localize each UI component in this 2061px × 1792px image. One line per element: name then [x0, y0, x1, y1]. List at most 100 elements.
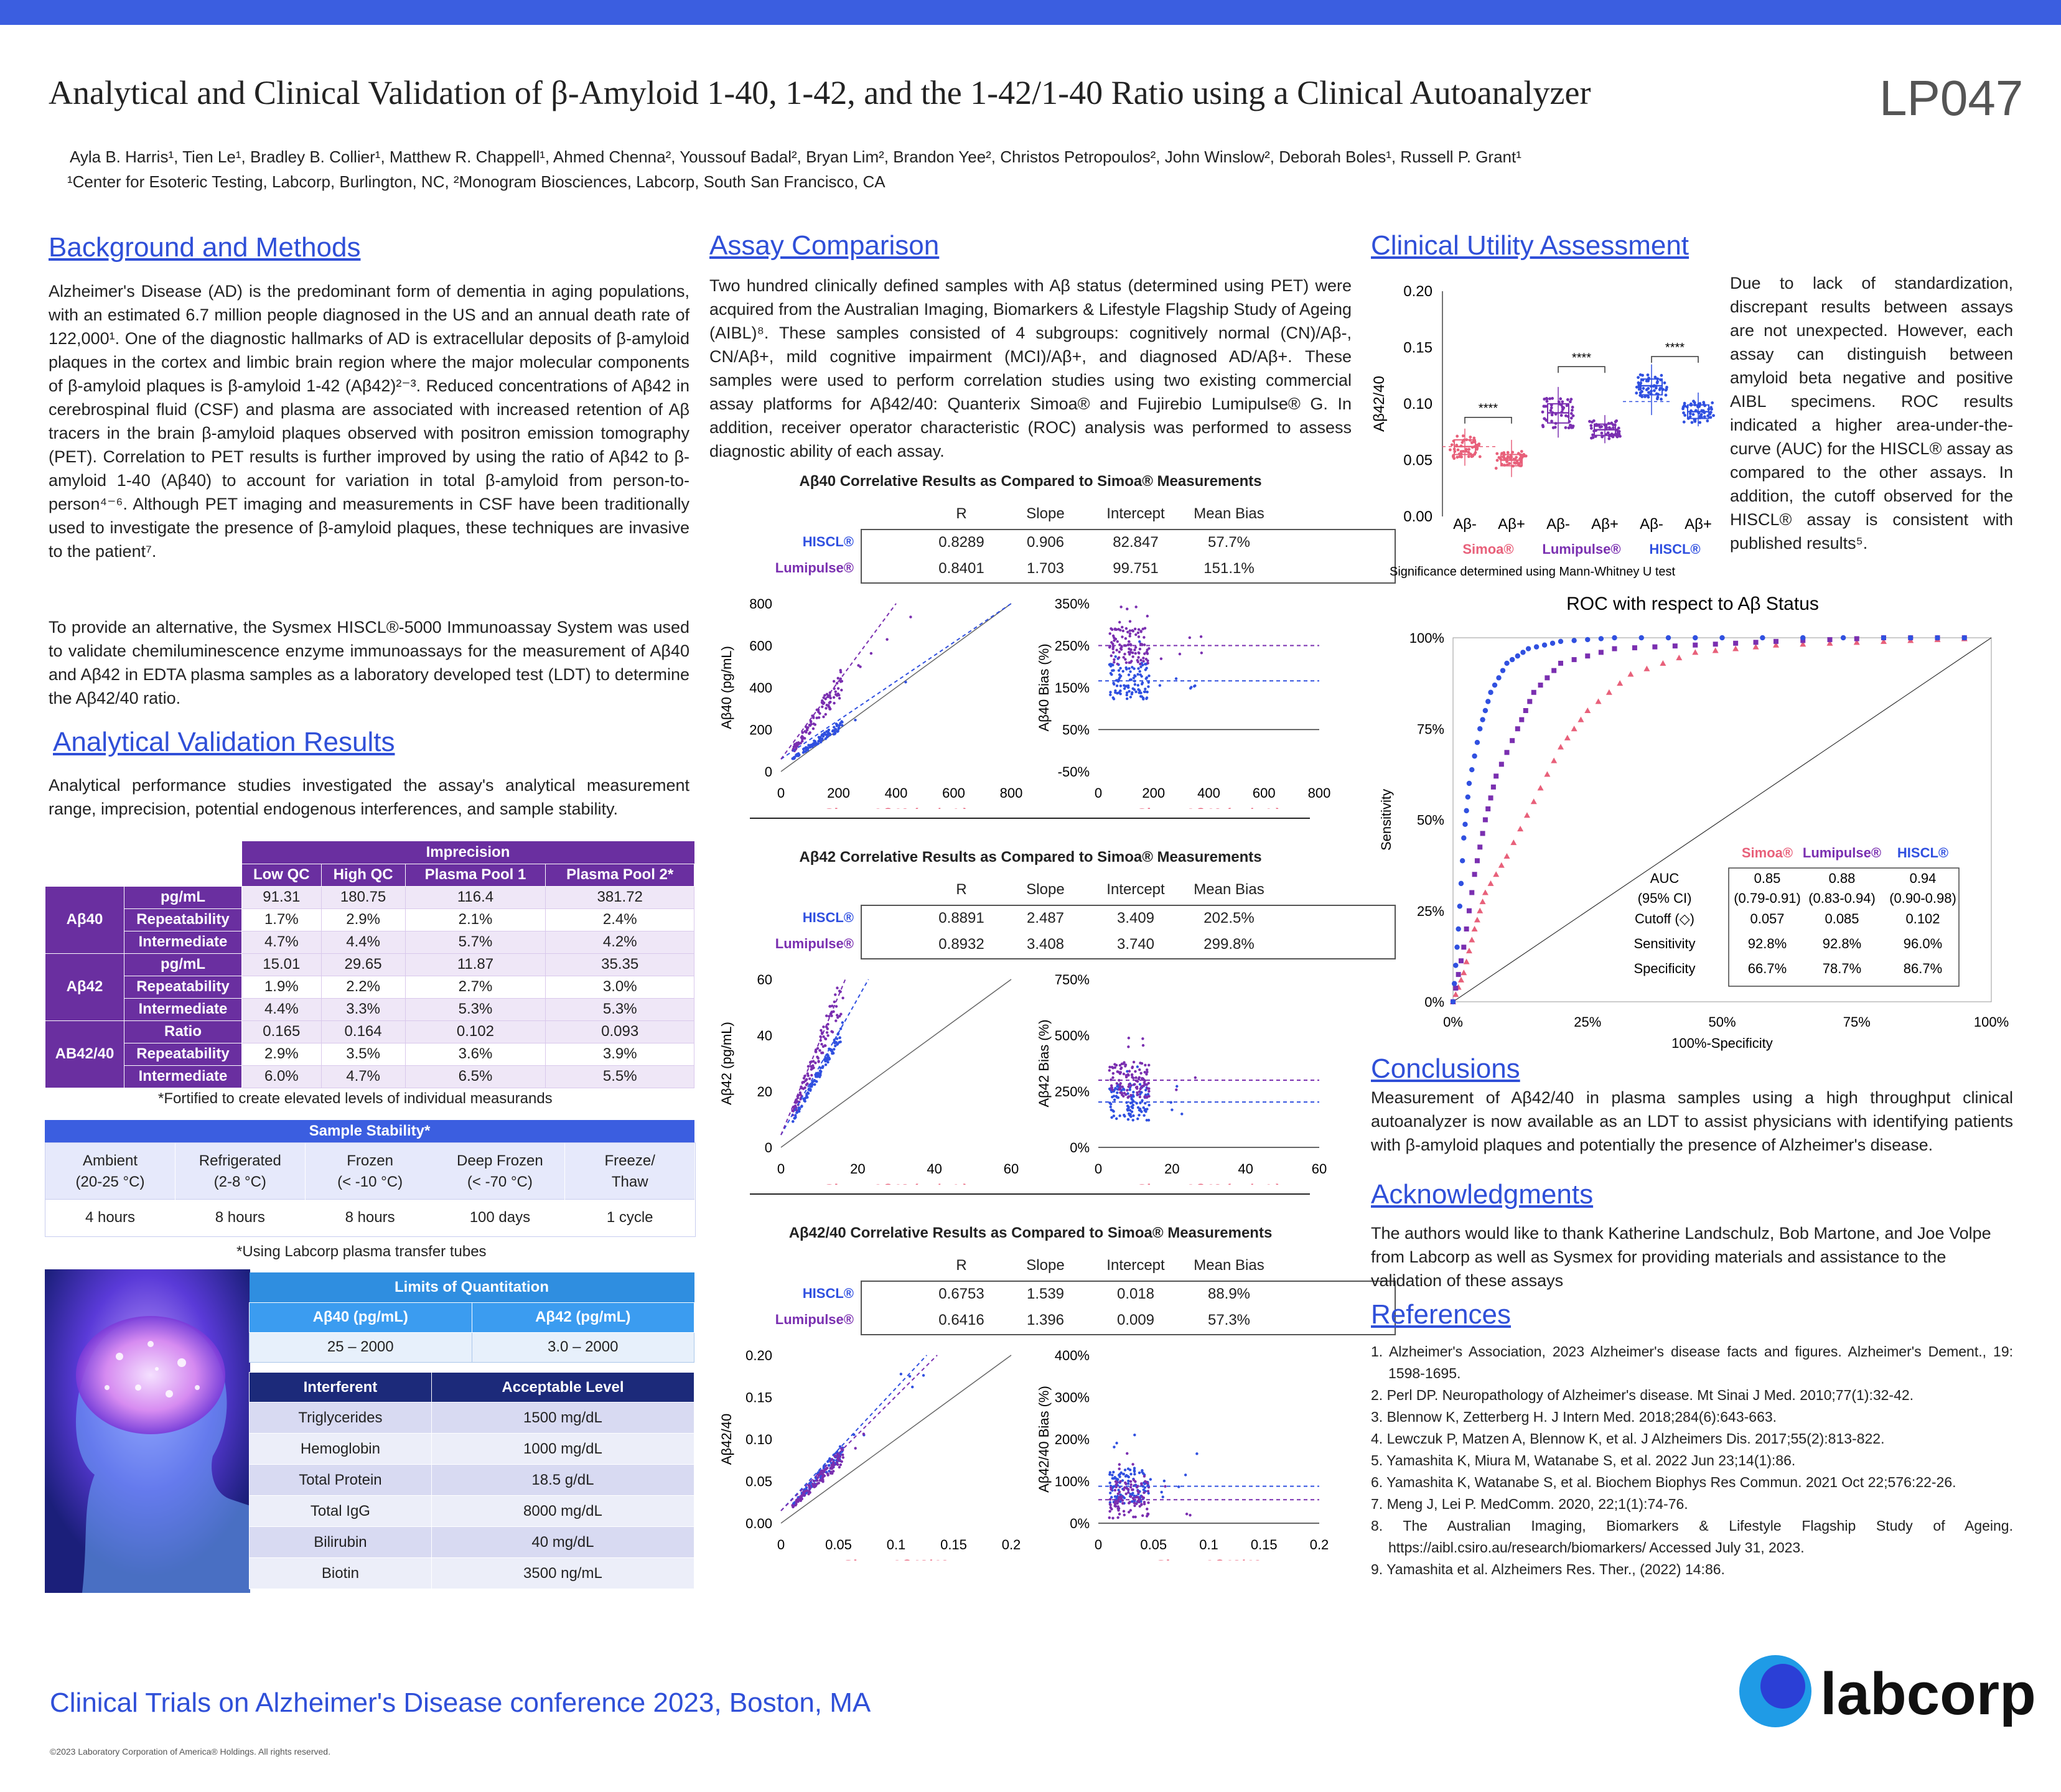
data-point	[1129, 1480, 1133, 1483]
y-tick-label: -50%	[1058, 764, 1090, 780]
bias-points	[1108, 1037, 1197, 1122]
roc-title: ROC with respect to Aβ Status	[1566, 594, 1819, 614]
data-point	[1550, 413, 1554, 417]
data-point	[1127, 1510, 1131, 1514]
data-point	[1133, 1468, 1136, 1472]
data-point	[1585, 637, 1591, 643]
data-point	[1464, 926, 1469, 931]
imprecision-cell: 6.5%	[404, 1065, 546, 1088]
data-point	[831, 1465, 835, 1468]
data-point	[812, 722, 815, 726]
data-point	[1111, 1473, 1114, 1477]
data-point	[1643, 395, 1647, 398]
imprecision-cell: 35.35	[545, 953, 694, 976]
data-point	[1551, 668, 1557, 673]
regression-line	[780, 1355, 938, 1511]
data-point	[1495, 452, 1499, 455]
data-point	[1147, 1094, 1151, 1098]
y-tick-label: 150%	[1055, 680, 1090, 696]
correlation-value: 0.009	[1116, 1312, 1155, 1328]
data-point	[1122, 656, 1125, 659]
data-point	[1467, 450, 1470, 454]
data-point	[1527, 699, 1533, 704]
data-point	[1119, 684, 1123, 688]
data-point	[1127, 1491, 1130, 1494]
data-point	[1612, 646, 1617, 651]
data-point	[1127, 686, 1130, 689]
data-point	[1463, 958, 1470, 964]
data-point	[1450, 999, 1456, 1005]
data-point	[1141, 663, 1144, 667]
data-point	[1712, 414, 1715, 418]
data-point	[1116, 662, 1119, 666]
stability-header-line: Refrigerated	[199, 1152, 281, 1169]
data-point	[1660, 373, 1663, 377]
significance-bracket	[1464, 416, 1512, 424]
data-point	[1490, 784, 1496, 790]
roc-table-value: (0.79-0.91)	[1734, 890, 1801, 906]
stability-header-line: Deep Frozen	[457, 1152, 543, 1169]
data-point	[1147, 681, 1150, 684]
data-point	[1116, 1507, 1119, 1510]
correlation-table-box	[861, 529, 1396, 584]
data-point	[820, 1051, 823, 1055]
x-tick-label: 0	[1095, 1161, 1102, 1177]
data-point	[819, 1073, 822, 1077]
data-point	[1683, 401, 1686, 405]
significance-label: ****	[1479, 402, 1498, 416]
data-point	[1123, 653, 1126, 656]
data-point	[811, 727, 815, 730]
data-point	[1114, 1500, 1118, 1503]
data-point	[1664, 388, 1668, 392]
data-point	[1132, 1094, 1135, 1098]
data-point	[1129, 1495, 1133, 1498]
data-point	[1199, 635, 1203, 638]
stability-value: 8 hours	[305, 1199, 435, 1236]
data-point	[1464, 808, 1469, 814]
imprecision-cell: 2.7%	[404, 975, 546, 999]
data-point	[1456, 434, 1459, 438]
data-point	[1145, 650, 1148, 654]
data-point	[1653, 375, 1657, 379]
conclusions-paragraph: Measurement of Aβ42/40 in plasma samples…	[1371, 1088, 2013, 1154]
table-row: Repeatability 1.9% 2.2% 2.7% 3.0%	[45, 975, 694, 999]
data-point	[1908, 635, 1914, 641]
correlation-block-title: Aβ42/40 Correlative Results as Compared …	[788, 1225, 1273, 1241]
data-point	[1133, 1504, 1136, 1508]
data-point	[1549, 409, 1553, 413]
data-point	[810, 722, 813, 726]
data-point	[1108, 1471, 1112, 1474]
data-point	[1500, 668, 1506, 673]
y-axis-label: Aβ40 (pg/mL)	[719, 646, 734, 729]
correlation-header: Mean Bias	[1194, 505, 1264, 522]
bias-plot: -50% 50% 150% 250% 350% 0 200 400 600 800 Simoa Aβ…	[1033, 594, 1352, 823]
data-point	[1571, 424, 1575, 428]
data-point	[822, 1465, 826, 1468]
data-point	[1549, 640, 1556, 646]
data-point	[829, 707, 832, 711]
imprecision-cell: 3.3%	[320, 997, 406, 1021]
section-heading-conclusions: Conclusions	[1371, 1053, 1520, 1084]
data-point	[1136, 1117, 1139, 1121]
data-point	[1881, 638, 1887, 644]
data-point	[815, 1479, 819, 1482]
data-point	[1477, 444, 1480, 447]
data-point	[1617, 426, 1620, 430]
y-tick-label: 0.10	[1403, 396, 1432, 413]
data-point	[821, 1045, 825, 1048]
data-point	[1110, 1084, 1113, 1087]
data-point	[1137, 628, 1141, 631]
data-point	[1142, 1488, 1146, 1491]
data-point	[1162, 1479, 1166, 1483]
data-point	[1601, 435, 1604, 439]
data-point	[1112, 1470, 1115, 1474]
data-point	[1637, 376, 1640, 380]
imprecision-row-label: Repeatability	[124, 908, 242, 931]
data-point	[869, 651, 873, 655]
data-point	[1614, 420, 1617, 424]
scatter-plot: 0 20 40 60 0 20 40 60 Simoa Aβ42 (pg/mL) Aβ42 (pg…	[709, 970, 1033, 1198]
data-point	[1184, 1473, 1187, 1477]
group-label: Aβ-	[1546, 516, 1570, 533]
data-point	[1469, 890, 1475, 895]
data-point	[815, 742, 818, 745]
